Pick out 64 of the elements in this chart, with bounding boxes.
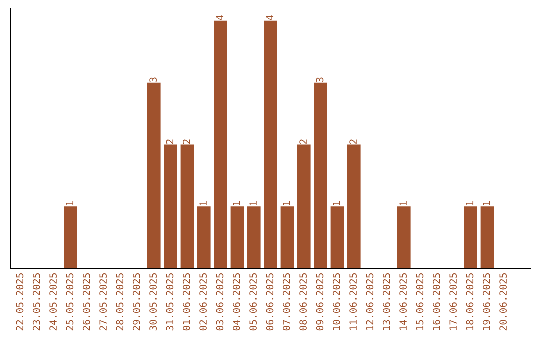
data-label: 1 bbox=[233, 201, 240, 206]
x-tick-label: 11.06.2025 bbox=[350, 274, 357, 330]
data-label: 2 bbox=[300, 140, 307, 144]
bar bbox=[297, 144, 311, 269]
x-tick-label: 02.06.2025 bbox=[200, 274, 207, 331]
data-label: 1 bbox=[200, 201, 207, 206]
x-tick-label: 20.06.2025 bbox=[500, 274, 507, 331]
x-tick-label: 06.06.2025 bbox=[266, 274, 274, 331]
x-tick-label: 04.06.2025 bbox=[232, 274, 240, 331]
x-tick-label: 14.06.2025 bbox=[400, 274, 407, 330]
bar bbox=[214, 20, 228, 269]
bar bbox=[347, 144, 361, 269]
data-label: 2 bbox=[350, 140, 357, 144]
data-label: 3 bbox=[150, 78, 157, 82]
bar bbox=[164, 144, 178, 269]
data-label: 1 bbox=[66, 201, 74, 206]
bar bbox=[480, 206, 494, 269]
x-tick-label: 10.06.2025 bbox=[332, 274, 340, 330]
data-label: 1 bbox=[400, 201, 407, 206]
x-tick-label: 22.05.2025 bbox=[16, 274, 24, 331]
x-tick-label: 09.06.2025 bbox=[316, 274, 324, 331]
bar bbox=[180, 144, 194, 269]
data-label: 4 bbox=[266, 15, 274, 20]
bar bbox=[464, 206, 478, 269]
data-label: 4 bbox=[216, 15, 224, 20]
x-tick-label: 01.06.2025 bbox=[182, 274, 190, 331]
data-label: 2 bbox=[166, 140, 174, 144]
bar bbox=[314, 82, 328, 269]
x-tick-label: 29.05.2025 bbox=[132, 274, 140, 331]
bar bbox=[197, 206, 211, 269]
x-tick-label: 07.06.2025 bbox=[282, 274, 290, 331]
x-tick-label: 03.06.2025 bbox=[216, 274, 224, 331]
x-tick-label: 12.06.2025 bbox=[366, 274, 374, 330]
x-tick-label: 30.05.2025 bbox=[150, 274, 157, 331]
x-tick-label: 31.05.2025 bbox=[166, 274, 174, 331]
data-label: 1 bbox=[250, 201, 257, 206]
x-tick-label: 23.05.2025 bbox=[32, 274, 40, 331]
bar bbox=[280, 206, 294, 269]
data-label: 2 bbox=[182, 140, 190, 144]
bar bbox=[330, 206, 344, 269]
data-label: 1 bbox=[333, 201, 340, 206]
bar bbox=[247, 206, 261, 269]
x-tick-label: 19.06.2025 bbox=[482, 274, 490, 330]
x-tick-label: 28.05.2025 bbox=[116, 274, 124, 331]
bar bbox=[64, 206, 78, 269]
bar bbox=[147, 82, 161, 269]
x-tick-label: 26.05.2025 bbox=[82, 274, 90, 331]
x-tick-label: 13.06.2025 bbox=[382, 274, 390, 330]
x-tick-label: 17.06.2025 bbox=[450, 274, 457, 330]
bar bbox=[230, 206, 244, 269]
data-label: 1 bbox=[483, 201, 490, 206]
x-tick-label: 25.05.2025 bbox=[66, 274, 74, 331]
x-tick-label: 15.06.2025 bbox=[416, 274, 424, 330]
bar bbox=[397, 206, 411, 269]
x-tick-label: 24.05.2025 bbox=[50, 274, 57, 331]
data-label: 1 bbox=[283, 201, 290, 206]
data-label: 3 bbox=[316, 78, 324, 82]
x-tick-label: 05.06.2025 bbox=[250, 274, 257, 331]
data-label: 1 bbox=[466, 201, 474, 206]
bar bbox=[264, 20, 278, 269]
x-tick-label: 16.06.2025 bbox=[432, 274, 440, 330]
x-tick-label: 18.06.2025 bbox=[466, 274, 474, 330]
x-tick-label: 27.05.2025 bbox=[100, 274, 107, 331]
x-tick-label: 08.06.2025 bbox=[300, 274, 307, 331]
